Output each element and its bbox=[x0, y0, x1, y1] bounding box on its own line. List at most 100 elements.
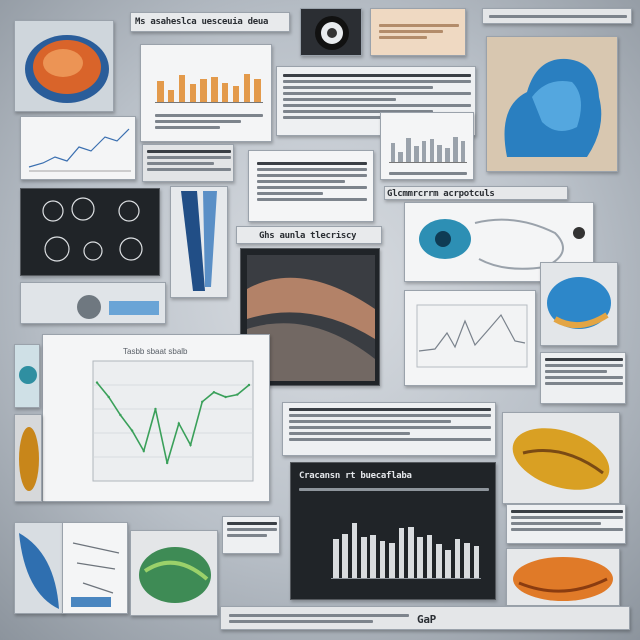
main-chart-point bbox=[154, 407, 157, 411]
footer-badge: GaP bbox=[417, 613, 436, 626]
main-line-chart bbox=[92, 360, 254, 482]
sketch-figure-graphic bbox=[71, 542, 120, 607]
mid-heading-text: Ghs aunla tlecriscy bbox=[259, 231, 357, 241]
gray-chart-bar bbox=[413, 146, 419, 162]
anatomy-graphic bbox=[419, 218, 585, 270]
orange-chart-bar bbox=[221, 82, 229, 102]
gray-chart-bar bbox=[460, 141, 466, 162]
main-chart-plot-area bbox=[92, 360, 254, 482]
lens-image bbox=[300, 8, 362, 56]
main-chart-point bbox=[177, 422, 181, 425]
texture-graphic bbox=[247, 255, 375, 381]
gray-bar-chart-panel bbox=[380, 112, 474, 180]
dark-chart-bar bbox=[379, 541, 386, 578]
text-column-top bbox=[276, 66, 476, 136]
gray-small-bar-chart bbox=[389, 127, 467, 163]
orange-chart-bar bbox=[243, 73, 251, 102]
orange-chart-bar bbox=[211, 76, 218, 102]
center-text-panel bbox=[282, 402, 496, 456]
dark-bar-chart-panel: Cracansn rt buecaflaba bbox=[290, 462, 496, 600]
gray-chart-bar bbox=[406, 137, 411, 162]
orange-chart-bar bbox=[157, 80, 164, 102]
table-lines bbox=[257, 159, 367, 204]
orange-chart-bar bbox=[200, 78, 207, 102]
blue-shell-image bbox=[540, 262, 618, 346]
blue-figure-graphic bbox=[504, 58, 602, 157]
right-text-panel bbox=[540, 352, 626, 404]
gray-chart-bar bbox=[421, 141, 427, 162]
gray-chart-bar bbox=[390, 142, 396, 162]
gray-text-lines bbox=[147, 147, 231, 174]
dark-chart-bar bbox=[398, 528, 405, 578]
main-chart-series-line bbox=[96, 382, 250, 464]
beige-sketch-panel bbox=[370, 8, 466, 56]
blue-sculpture-image bbox=[486, 36, 618, 172]
strip-lines bbox=[489, 12, 627, 21]
dark-chart-bar bbox=[417, 536, 423, 578]
left-teal-image bbox=[14, 344, 40, 408]
dark-chart-bar bbox=[332, 538, 339, 578]
footer-lines bbox=[229, 611, 409, 626]
right-heading-text: Glcmmrcrrm acrpotculs bbox=[387, 189, 495, 199]
main-chart-point bbox=[224, 395, 227, 399]
orange-chart-bar bbox=[167, 90, 175, 102]
dark-diagram-panel bbox=[20, 188, 160, 276]
dark-chart-heading: Cracansn rt buecaflaba bbox=[299, 471, 412, 481]
green-mesh-image bbox=[130, 530, 218, 616]
gold-shell-graphic bbox=[512, 428, 610, 490]
main-chart-point bbox=[189, 443, 192, 447]
main-chart-point bbox=[95, 381, 99, 384]
main-chart-point bbox=[130, 429, 134, 432]
orange-chart-bar bbox=[232, 86, 240, 102]
left-strip-graphic bbox=[77, 295, 159, 319]
orange-chart-bar bbox=[254, 78, 261, 102]
dark-chart-bar bbox=[351, 522, 358, 578]
orange-shell-graphic bbox=[25, 35, 109, 103]
center-text-lines bbox=[289, 405, 491, 444]
blue-cylinder-image bbox=[170, 186, 228, 298]
main-chart-point bbox=[142, 449, 145, 453]
gray-chart-bar bbox=[398, 151, 404, 162]
dark-chart-bar bbox=[473, 546, 480, 578]
blue-cylinder-graphic bbox=[181, 191, 217, 291]
orange-bar-chart-panel bbox=[140, 44, 272, 142]
peak-chart-panel bbox=[404, 290, 536, 386]
main-chart-point bbox=[247, 383, 251, 387]
dark-chart-bar bbox=[407, 526, 414, 578]
main-chart-point bbox=[119, 413, 122, 417]
dark-chart-bar bbox=[464, 542, 470, 578]
right-bottom-text-panel bbox=[506, 504, 626, 544]
mid-heading-bar: Ghs aunla tlecriscy bbox=[236, 226, 382, 244]
blue-shell-graphic bbox=[547, 277, 611, 329]
gold-shell-image bbox=[502, 412, 620, 504]
gray-chart-bar bbox=[445, 148, 450, 162]
texture-image bbox=[240, 248, 380, 386]
main-chart-point bbox=[107, 395, 110, 399]
orange-shell-image bbox=[506, 548, 620, 606]
main-chart-point bbox=[201, 400, 204, 403]
gray-chart-bar bbox=[452, 136, 458, 162]
top-header-text: Ms asaheslca uesceuia deua bbox=[135, 17, 269, 27]
small-line-chart-panel bbox=[20, 116, 136, 180]
small-line-chart bbox=[28, 128, 131, 172]
gray-chart-bar bbox=[437, 144, 443, 162]
teal-graphic bbox=[19, 366, 37, 384]
main-chart-point bbox=[165, 461, 169, 465]
top-right-strip bbox=[482, 8, 632, 24]
dark-chart-bar bbox=[389, 542, 395, 578]
table-panel bbox=[248, 150, 374, 222]
sketch-figure-panel bbox=[62, 522, 128, 614]
gold-graphic bbox=[19, 427, 39, 491]
dark-chart-bar bbox=[445, 549, 451, 578]
main-chart-point bbox=[236, 393, 239, 396]
orange-bar-chart bbox=[155, 63, 263, 103]
dark-chart-bar bbox=[454, 538, 461, 578]
gray-text-panel bbox=[142, 144, 234, 182]
sketch-lines bbox=[379, 21, 459, 42]
left-strip-panel bbox=[20, 282, 166, 324]
peak-line-chart bbox=[416, 304, 528, 368]
dark-chart-bar bbox=[361, 536, 367, 578]
gray-chart-bar bbox=[429, 139, 435, 162]
cell-diagram bbox=[42, 197, 143, 262]
